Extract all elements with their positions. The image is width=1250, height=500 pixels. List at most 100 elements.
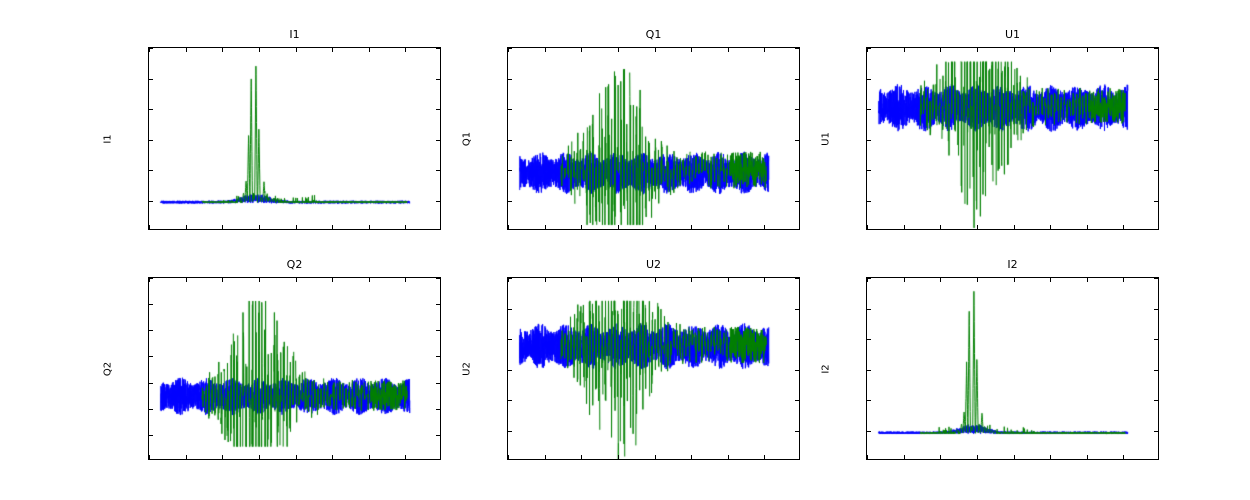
x-tick-mark — [654, 278, 656, 282]
y-tick-mark — [436, 78, 440, 80]
y-tick-mark — [508, 48, 512, 49]
y-tick-mark — [149, 109, 153, 110]
x-tick-mark — [185, 455, 187, 459]
x-tick-mark — [1123, 455, 1125, 459]
y-tick-mark — [867, 78, 871, 80]
subplot-title: I2 — [1007, 258, 1018, 271]
x-tick-mark — [508, 48, 509, 52]
x-tick-mark — [903, 48, 905, 52]
x-tick-mark — [903, 278, 905, 282]
y-tick-mark — [436, 278, 440, 279]
y-tick-mark — [149, 304, 153, 306]
x-tick-mark — [727, 455, 729, 459]
x-tick-mark — [1050, 48, 1052, 52]
x-tick-mark — [1086, 48, 1088, 52]
x-tick-mark — [258, 455, 260, 459]
y-tick-mark — [867, 400, 871, 401]
x-tick-mark — [258, 48, 260, 52]
y-tick-mark — [867, 430, 871, 432]
x-tick-mark — [1013, 48, 1015, 52]
y-tick-mark — [867, 200, 871, 202]
y-tick-mark — [867, 48, 871, 49]
x-tick-mark — [764, 278, 766, 282]
y-tick-mark — [508, 369, 512, 371]
y-tick-mark — [867, 139, 871, 141]
x-tick-mark — [295, 455, 297, 459]
y-tick-mark — [508, 430, 512, 432]
x-tick-mark — [1013, 225, 1015, 229]
x-tick-mark — [368, 48, 370, 52]
y-tick-mark — [795, 369, 799, 371]
y-tick-mark — [795, 308, 799, 310]
y-tick-mark — [149, 200, 153, 202]
x-tick-mark — [764, 455, 766, 459]
x-tick-mark — [867, 225, 868, 229]
x-tick-mark — [1013, 455, 1015, 459]
y-tick-mark — [436, 330, 440, 332]
x-tick-mark — [867, 278, 868, 282]
y-tick-mark — [436, 382, 440, 384]
y-tick-mark — [1154, 78, 1158, 80]
y-tick-mark — [795, 170, 799, 171]
subplot-title: U1 — [1004, 28, 1021, 41]
x-tick-mark — [332, 455, 334, 459]
series-plot — [867, 278, 1158, 459]
y-tick-mark — [436, 200, 440, 202]
x-tick-mark — [691, 225, 693, 229]
y-tick-mark — [149, 139, 153, 141]
y-tick-mark — [1154, 200, 1158, 202]
y-tick-mark — [1154, 339, 1158, 340]
x-tick-mark — [581, 225, 583, 229]
x-tick-mark — [544, 48, 546, 52]
x-tick-mark — [654, 225, 656, 229]
y-axis-label-text: Q2 — [102, 361, 114, 376]
x-tick-mark — [185, 48, 187, 52]
x-tick-mark — [617, 278, 619, 282]
x-tick-mark — [405, 48, 407, 52]
y-tick-mark — [149, 278, 153, 279]
subplot-title: I1 — [289, 28, 300, 41]
x-tick-mark — [867, 48, 868, 52]
x-tick-mark — [258, 278, 260, 282]
x-tick-mark — [581, 48, 583, 52]
x-tick-mark — [544, 455, 546, 459]
y-tick-mark — [508, 170, 512, 171]
y-tick-mark — [867, 109, 871, 110]
x-tick-mark — [654, 455, 656, 459]
y-tick-mark — [508, 308, 512, 310]
y-tick-mark — [1154, 278, 1158, 279]
series-plot — [149, 278, 440, 459]
y-tick-mark — [149, 48, 153, 49]
y-tick-mark — [867, 170, 871, 171]
subplot-u1: U1 U1 -1.0-0.9-0.8-0.7-0.6-0.5-0.40.000.01… — [821, 28, 1159, 230]
subplot-i2: I2 I2 -10010203040500.000.010.020.030.040.… — [821, 258, 1159, 460]
x-tick-mark — [295, 278, 297, 282]
x-tick-mark — [368, 278, 370, 282]
x-tick-mark — [1123, 225, 1125, 229]
x-tick-mark — [1086, 225, 1088, 229]
x-tick-mark — [903, 455, 905, 459]
y-tick-mark — [149, 170, 153, 171]
x-tick-mark — [1050, 225, 1052, 229]
x-tick-mark — [405, 455, 407, 459]
plot-area: -10010203040500.000.010.020.030.040.050.… — [148, 47, 441, 230]
x-tick-mark — [295, 225, 297, 229]
x-tick-mark — [222, 48, 224, 52]
x-tick-mark — [1123, 48, 1125, 52]
x-tick-mark — [185, 278, 187, 282]
series-plot — [508, 278, 799, 459]
x-tick-mark — [976, 455, 978, 459]
y-tick-mark — [795, 78, 799, 80]
y-tick-mark — [149, 382, 153, 384]
x-tick-mark — [185, 225, 187, 229]
x-tick-mark — [1123, 278, 1125, 282]
y-tick-mark — [867, 369, 871, 371]
plot-area: 0.20.30.40.50.60.70.80.000.010.020.030.0… — [507, 47, 800, 230]
x-tick-mark — [332, 278, 334, 282]
subplot-title: Q2 — [286, 258, 303, 271]
y-tick-mark — [795, 278, 799, 279]
y-tick-mark — [1154, 109, 1158, 110]
y-tick-mark — [867, 278, 871, 279]
y-tick-mark — [795, 139, 799, 141]
